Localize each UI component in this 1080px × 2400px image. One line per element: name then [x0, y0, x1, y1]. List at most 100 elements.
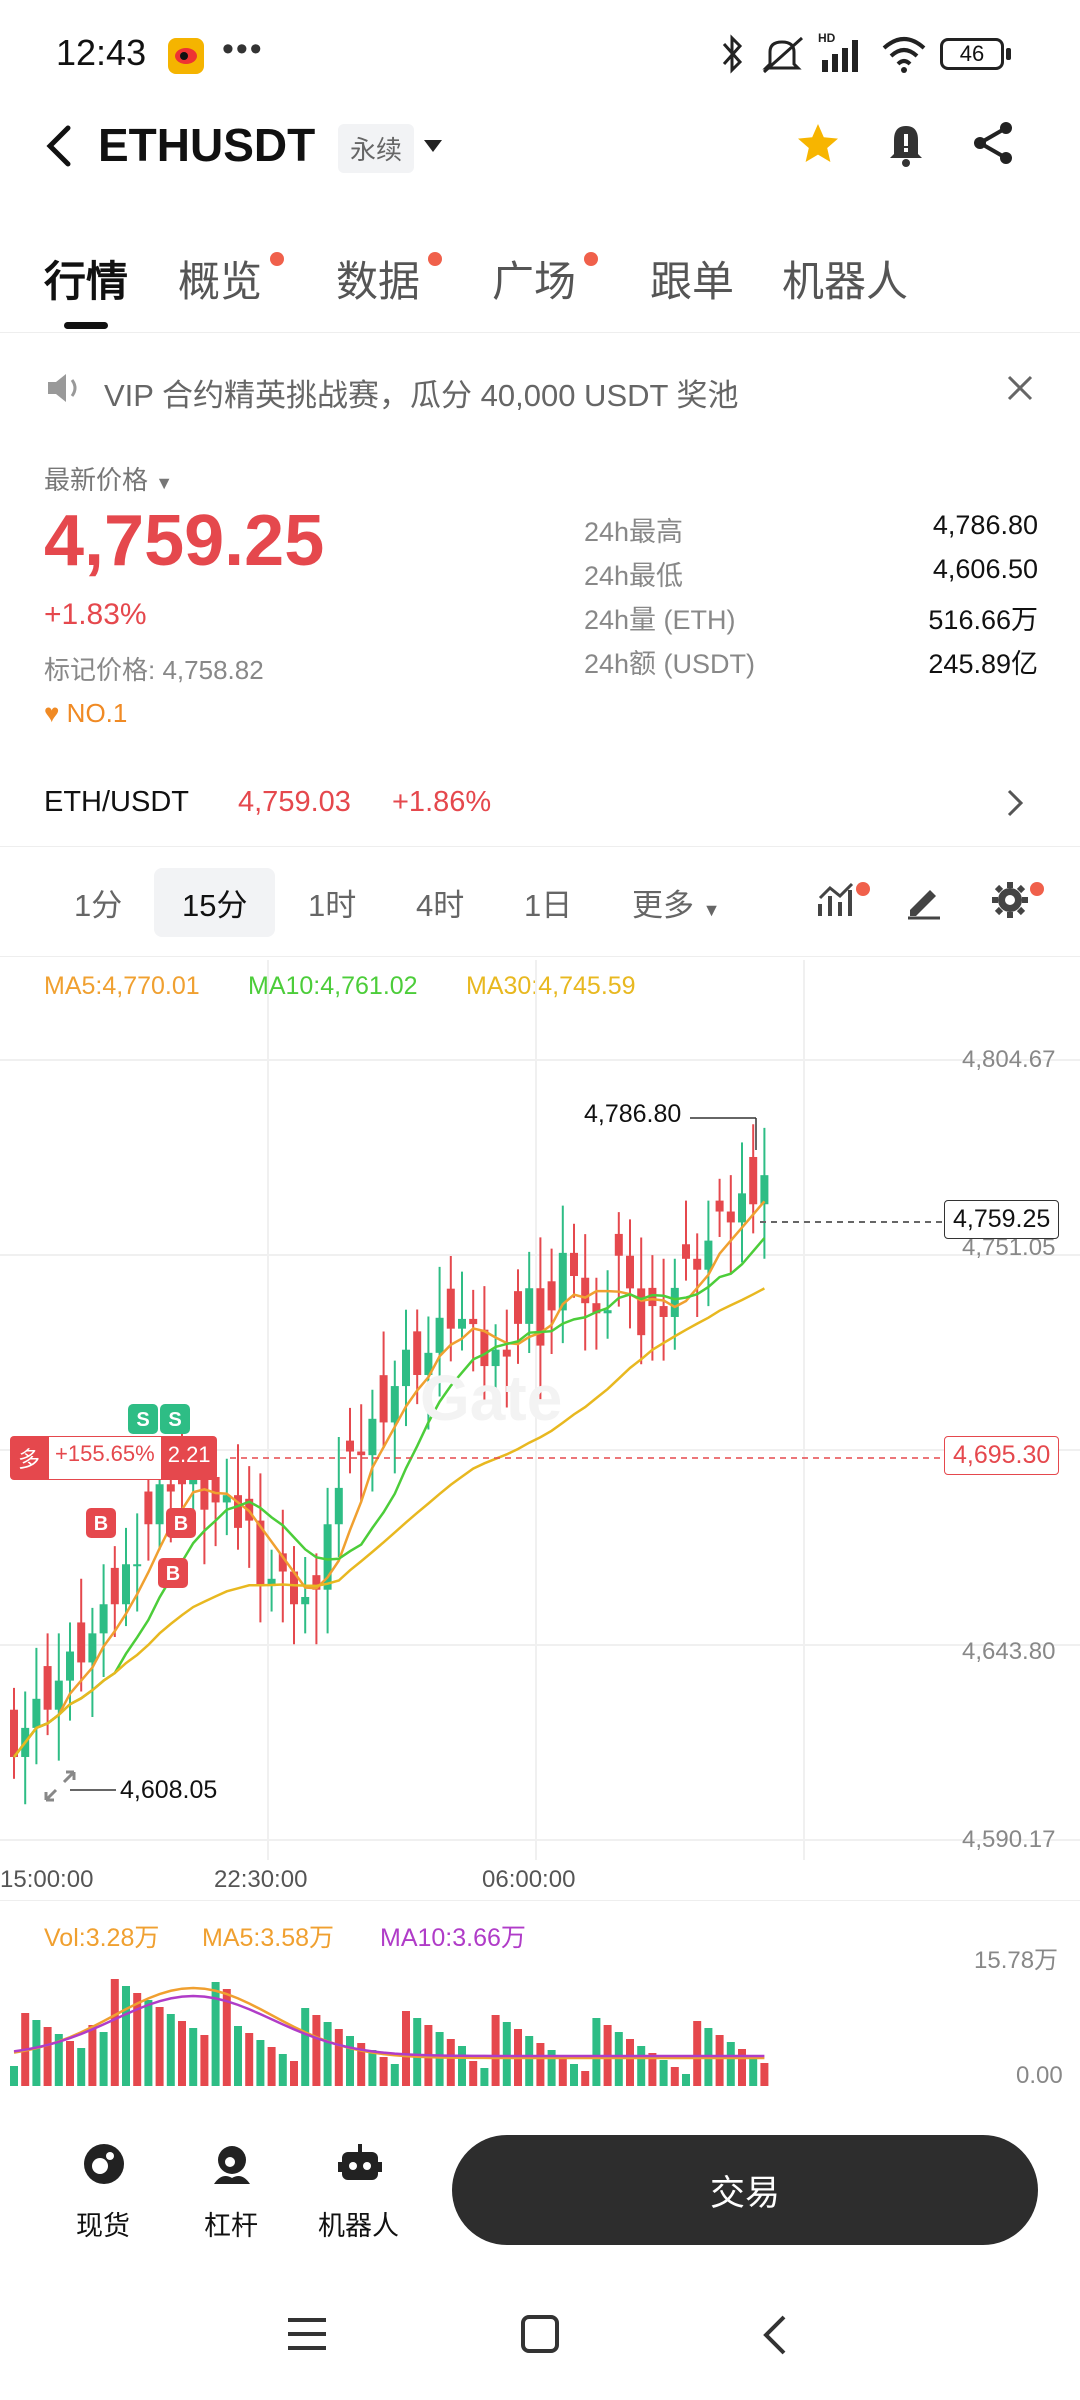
volume-bar [592, 2018, 601, 2086]
candle-body [368, 1418, 377, 1456]
chevron-down-icon[interactable] [422, 138, 444, 154]
volume-bar [760, 2063, 769, 2086]
candle-body [10, 1709, 18, 1757]
share-icon[interactable] [970, 120, 1016, 166]
nav-bot-label[interactable]: 机器人 [318, 2211, 399, 2241]
volume-chart [10, 1979, 769, 2086]
stat-low-value: 4,606.50 [932, 554, 1038, 584]
timeframe-15m[interactable]: 15分 [154, 868, 276, 937]
margin-icon[interactable] [208, 2140, 256, 2188]
candle-body [682, 1244, 690, 1259]
volume-bar [301, 2008, 310, 2086]
candle-body [301, 1596, 310, 1605]
volume-bar [648, 2053, 657, 2086]
spot-change: +1.86% [392, 786, 492, 818]
volume-bar [446, 2039, 455, 2086]
spot-icon[interactable] [80, 2140, 128, 2188]
position-badge[interactable]: 多 +155.65% 2.21 [10, 1436, 217, 1480]
tab-overview-dot [270, 252, 284, 266]
tab-market[interactable]: 行情 [44, 258, 129, 305]
candle-body [54, 1680, 63, 1710]
close-icon[interactable] [1006, 374, 1034, 402]
settings-gear-icon[interactable] [990, 880, 1030, 920]
candle-body [458, 1318, 466, 1329]
battery-tip [1006, 48, 1011, 60]
volume-bar [43, 2027, 52, 2086]
section-divider [0, 846, 1080, 847]
robot-icon[interactable] [336, 2140, 384, 2188]
candle-body [670, 1287, 679, 1317]
candle-body [379, 1375, 388, 1423]
candle-body [110, 1567, 119, 1605]
price-alert-bell-icon[interactable] [884, 118, 928, 168]
candle-body [626, 1255, 634, 1289]
timeframe-more-label: 更多 [632, 888, 694, 923]
expand-icon[interactable] [42, 1768, 78, 1804]
timeframe-more[interactable]: 更多 ▼ [632, 880, 720, 925]
last-price-label[interactable]: 最新价格 ▼ [44, 460, 173, 497]
candle-body [525, 1288, 534, 1324]
timeframe-4h[interactable]: 4时 [416, 888, 465, 923]
tab-data[interactable]: 数据 [336, 258, 421, 305]
candle-body [435, 1317, 444, 1353]
volume-bar [458, 2046, 466, 2086]
volume-bar [659, 2060, 668, 2086]
trade-button[interactable]: 交易 [452, 2135, 1038, 2245]
chevron-down-icon: ▼ [702, 900, 721, 920]
volume-bar [267, 2047, 276, 2086]
candle-body [413, 1331, 422, 1375]
candle-body [278, 1553, 287, 1572]
candle-body [637, 1288, 646, 1336]
spot-ref-row[interactable]: ETH/USDT 4,759.03 +1.86% [0, 770, 1080, 834]
volume-bar [525, 2036, 534, 2086]
rank-text: NO.1 [66, 698, 128, 728]
tab-data-dot [428, 252, 442, 266]
nav-margin-label[interactable]: 杠杆 [204, 2211, 258, 2241]
tab-bots[interactable]: 机器人 [782, 258, 909, 305]
status-bar: 12:43 ••• HD 46 [0, 0, 1080, 110]
kline-chart[interactable]: Gate S S B B B [0, 960, 1080, 1880]
volume-bar [290, 2061, 298, 2086]
candle-body [357, 1451, 366, 1456]
back-icon[interactable] [44, 124, 74, 168]
tab-copy-trading[interactable]: 跟单 [650, 258, 735, 305]
candle-body [155, 1484, 164, 1525]
volume-bar [211, 1982, 220, 2086]
candle-body [659, 1306, 668, 1317]
vol-min-tick: 0.00 [1016, 2062, 1063, 2089]
favorite-star-icon[interactable] [794, 120, 842, 168]
tab-square-dot [584, 252, 598, 266]
trade-marker-3 [166, 1508, 196, 1538]
volume-bar [402, 2011, 410, 2086]
trade-marker-text-2: B [94, 1513, 108, 1535]
tab-square[interactable]: 广场 [492, 258, 577, 305]
symbol-title[interactable]: ETHUSDT [98, 119, 316, 171]
stat-high-value: 4,786.80 [932, 510, 1038, 540]
x-tick-3: 06:00:00 [482, 1866, 576, 1893]
volume-bar [334, 2029, 343, 2086]
wifi-icon [882, 37, 926, 73]
candle-body [234, 1495, 242, 1528]
stat-volume-value: 516.66万 [928, 605, 1038, 635]
candle-body [211, 1476, 220, 1503]
draw-pen-icon[interactable] [904, 880, 944, 920]
volume-bar [357, 2043, 366, 2086]
candle-body [536, 1288, 545, 1346]
indicators-icon[interactable] [816, 880, 856, 920]
timeframe-1d[interactable]: 1日 [524, 888, 573, 923]
candle-body [88, 1633, 97, 1663]
volume-bar [715, 2035, 724, 2086]
candle-body [491, 1349, 500, 1367]
tab-overview[interactable]: 概览 [178, 258, 263, 305]
announcement-text[interactable]: VIP 合约精英挑战赛，瓜分 40,000 USDT 奖池 [104, 378, 739, 413]
current-price-tag: 4,759.25 [944, 1200, 1060, 1239]
timeframe-1h[interactable]: 1时 [308, 888, 357, 923]
nav-spot-label[interactable]: 现货 [76, 2211, 130, 2241]
home-icon[interactable] [520, 2314, 560, 2354]
back-nav-icon[interactable] [760, 2314, 788, 2356]
candle-body [290, 1571, 298, 1605]
candle-body [267, 1578, 276, 1587]
timeframe-1m[interactable]: 1分 [74, 888, 123, 923]
menu-icon[interactable] [286, 2316, 328, 2352]
trade-marker-0 [128, 1404, 158, 1434]
